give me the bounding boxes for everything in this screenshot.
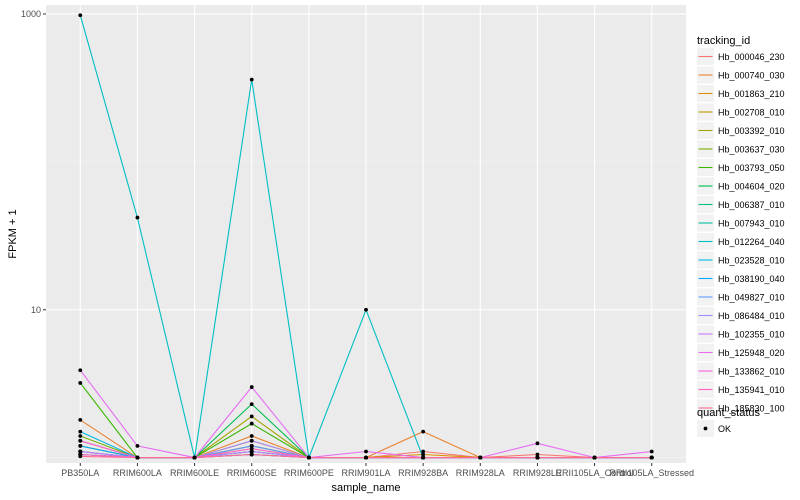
data-point xyxy=(78,368,83,373)
legend: tracking_id Hb_000046_230Hb_000740_030Hb… xyxy=(697,35,785,437)
data-point xyxy=(135,215,140,220)
legend-color-items: Hb_000046_230 Hb_000740_030 Hb_001863_210 H… xyxy=(697,48,785,417)
x-tick-label: RRIM600SE xyxy=(227,468,277,478)
data-point xyxy=(249,444,254,448)
data-point xyxy=(649,449,654,454)
legend-label: Hb_102355_010 xyxy=(718,330,785,340)
legend-label: Hb_003392_010 xyxy=(718,126,785,136)
data-point xyxy=(421,455,426,460)
y-tick-label: 1000 xyxy=(21,9,41,19)
data-point xyxy=(249,385,254,389)
legend-label: Hb_007943_010 xyxy=(718,219,785,229)
data-point xyxy=(249,438,254,443)
data-point xyxy=(78,454,83,459)
x-tick-label: RRIM600PE xyxy=(284,468,334,478)
legend-label: Hb_023528_010 xyxy=(718,256,785,266)
data-point xyxy=(78,429,83,434)
legend-title-color: tracking_id xyxy=(697,35,750,47)
legend-label: Hb_006387_010 xyxy=(718,200,785,210)
legend-label: Hb_185830_100 xyxy=(718,404,785,414)
y-tick-label: 10 xyxy=(31,305,41,315)
data-point xyxy=(78,449,83,454)
data-point xyxy=(478,455,483,460)
data-point xyxy=(364,307,368,312)
legend-label: Hb_086484_010 xyxy=(718,311,785,321)
legend-label: Hb_003793_050 xyxy=(718,163,785,173)
data-point xyxy=(249,452,254,457)
legend-label: Hb_001863_210 xyxy=(718,89,785,99)
x-tick-label: RRIM901LA xyxy=(341,468,390,478)
legend-label: Hb_004604_020 xyxy=(718,182,785,192)
data-point xyxy=(421,449,426,454)
data-point xyxy=(78,13,83,18)
legend-label: Hb_012264_040 xyxy=(718,237,785,247)
legend-label: Hb_002708_010 xyxy=(718,108,785,118)
data-point xyxy=(421,452,426,457)
y-axis: 10 1000 xyxy=(21,9,46,315)
data-point xyxy=(78,438,83,443)
x-axis-title: sample_name xyxy=(331,482,400,494)
x-tick-label: PB350LA xyxy=(61,468,99,478)
data-point xyxy=(249,414,254,419)
data-point xyxy=(535,455,540,460)
legend-label: Hb_135941_010 xyxy=(718,385,785,395)
legend-label: Hb_125948_020 xyxy=(718,348,785,358)
data-point xyxy=(249,446,254,451)
y-axis-title: FPKM + 1 xyxy=(7,209,19,258)
x-tick-label: RRII105LA_Stressed xyxy=(609,468,694,478)
data-point xyxy=(306,455,311,460)
data-point xyxy=(249,402,254,407)
data-point xyxy=(135,455,140,460)
data-point xyxy=(78,381,83,385)
data-point xyxy=(249,77,254,82)
x-tick-label: RRIM928LE xyxy=(513,468,562,478)
x-axis: PB350LA RRIM600LA RRIM600LE RRIM600SE RRIM60… xyxy=(61,463,694,478)
data-point xyxy=(421,429,426,434)
legend-label: Hb_000740_030 xyxy=(718,71,785,81)
data-point xyxy=(78,417,83,422)
legend-shape-point xyxy=(703,426,708,431)
legend-label: Hb_000046_230 xyxy=(718,52,785,62)
legend-label: Hb_003637_030 xyxy=(718,145,785,155)
data-point xyxy=(249,421,254,426)
data-point xyxy=(249,434,254,438)
data-point xyxy=(535,452,540,457)
data-point xyxy=(249,449,254,454)
legend-shape-items: OK xyxy=(697,420,731,437)
legend-label: Hb_038190_040 xyxy=(718,274,785,284)
data-point xyxy=(535,441,540,446)
data-point xyxy=(649,455,654,460)
data-point xyxy=(135,444,140,448)
data-point xyxy=(364,455,368,460)
legend-label: Hb_133862_010 xyxy=(718,367,785,377)
legend-label: Hb_049827_010 xyxy=(718,293,785,303)
data-point xyxy=(364,449,368,454)
legend-shape-label: OK xyxy=(718,424,731,434)
legend-title-shape: quant_status xyxy=(697,407,760,419)
data-point xyxy=(592,455,597,460)
x-tick-label: RRIM928BA xyxy=(398,468,448,478)
data-point xyxy=(192,455,197,460)
x-tick-label: RRII105LA_Control xyxy=(556,468,634,478)
x-tick-label: RRIM600LA xyxy=(113,468,162,478)
data-point xyxy=(78,444,83,448)
points xyxy=(78,13,654,460)
x-tick-label: RRIM600LE xyxy=(170,468,219,478)
x-tick-label: RRIM928LA xyxy=(456,468,505,478)
data-point xyxy=(78,434,83,438)
